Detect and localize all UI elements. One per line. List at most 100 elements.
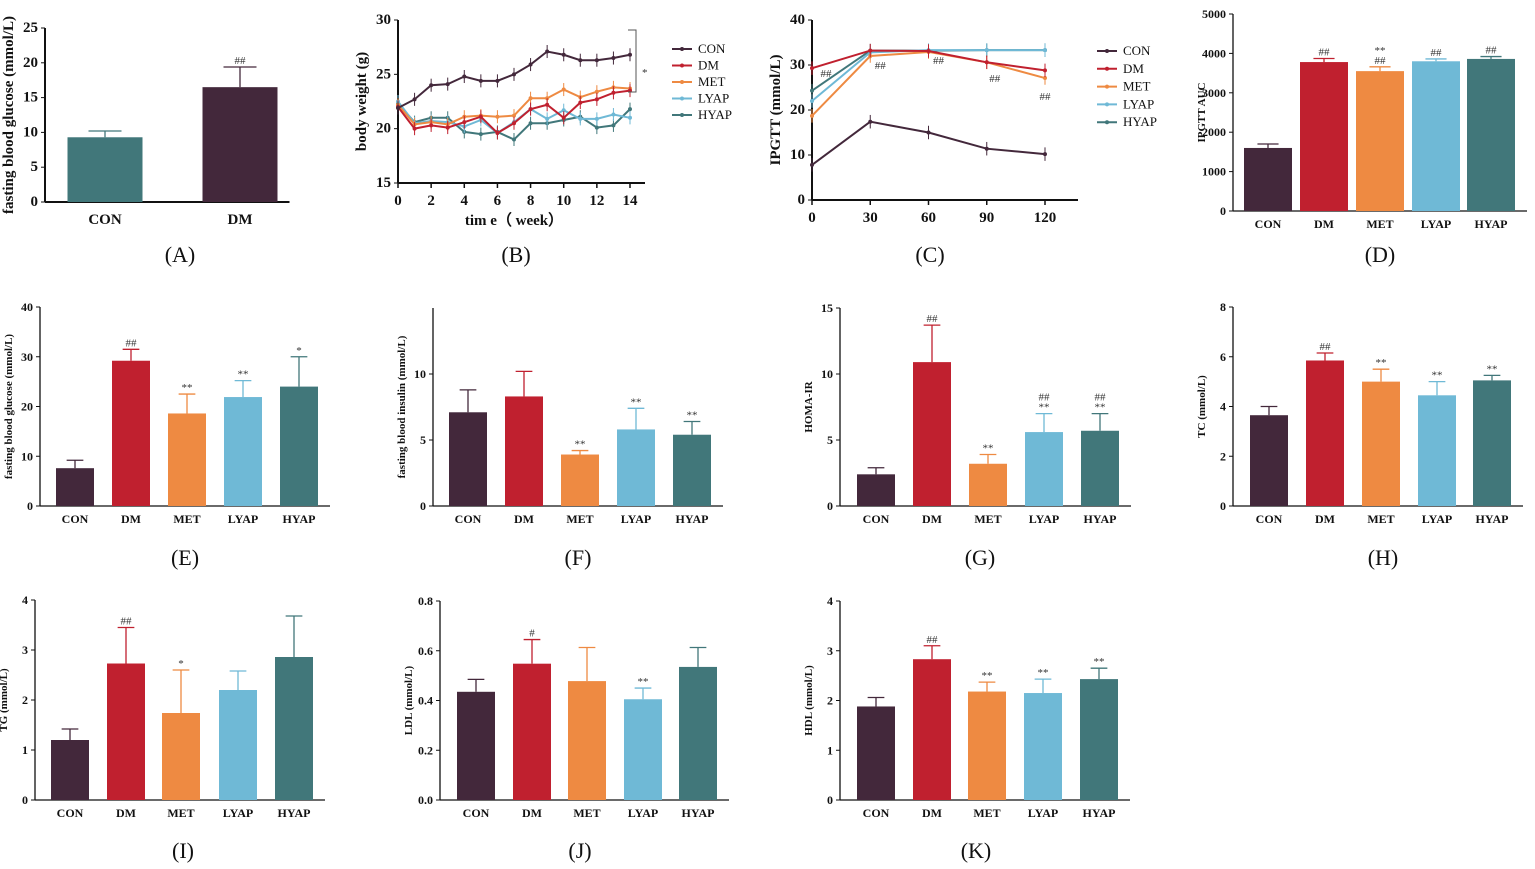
data-point	[594, 89, 599, 94]
significance-annotation: ##	[126, 337, 138, 349]
bar-hyap	[1080, 679, 1118, 800]
y-axis-label: fasting blood glucose (mmol/L)	[3, 334, 15, 479]
data-point	[495, 78, 500, 83]
x-tick-label: CON	[57, 806, 84, 820]
data-point	[412, 126, 417, 131]
data-point	[926, 49, 931, 54]
x-tick-label: LYAP	[621, 512, 651, 526]
significance-annotation: ##	[927, 313, 939, 325]
y-tick-label: 2000	[1202, 125, 1226, 139]
bar-met	[968, 691, 1006, 800]
significance-annotation: ##	[1095, 392, 1107, 404]
bar-dm	[913, 362, 951, 506]
legend-marker	[680, 63, 684, 68]
data-point	[984, 48, 989, 53]
panel-h: 0 2 4 6 8 TC (mmol/L) (H) CON DM ## MET ** LYAP ** HYA…	[1196, 300, 1523, 570]
data-point	[512, 72, 516, 77]
y-tick-label: 15	[376, 175, 391, 191]
significance-annotation: **	[1487, 363, 1498, 375]
panel-b: 15 20 25 30 body weight (g) (B) 0 2 4 6 8 10 12 14 tim…	[354, 12, 732, 267]
significance-annotation: **	[1094, 656, 1105, 668]
significance-annotation: ##	[933, 55, 945, 67]
y-tick-label: 20	[23, 55, 38, 71]
legend-label: LYAP	[698, 91, 729, 106]
data-point	[611, 90, 616, 95]
y-tick-label: 3000	[1202, 86, 1226, 100]
data-point	[495, 114, 500, 119]
y-tick-label: 10	[414, 367, 426, 381]
data-point	[984, 146, 989, 151]
legend-marker	[1105, 102, 1109, 107]
significance-annotation: *	[296, 345, 302, 357]
y-tick-label: 8	[1220, 300, 1226, 314]
y-tick-label: 30	[21, 350, 33, 364]
y-axis-label: IPGTT AUC	[1196, 82, 1208, 142]
significance-annotation: **	[238, 369, 249, 381]
bar-dm	[505, 396, 543, 506]
x-tick-label: CON	[1256, 512, 1283, 526]
significance-annotation: ##	[821, 68, 833, 80]
panel-j: 0.0 0.2 0.4 0.6 0.8 LDL (mmol/L) (J) CON DM # MET L…	[403, 594, 729, 863]
y-tick-label: 0.2	[418, 743, 433, 757]
x-tick-label: CON	[455, 512, 482, 526]
y-tick-label: 0	[827, 793, 833, 807]
x-tick-label: DM	[228, 212, 253, 228]
x-tick-label: CON	[463, 806, 490, 820]
y-tick-label: 10	[790, 147, 805, 163]
panel-label: (E)	[171, 545, 199, 570]
y-tick-label: 0	[27, 499, 33, 513]
data-point	[611, 56, 616, 61]
bar-dm	[112, 360, 150, 506]
x-tick-label: 30	[863, 210, 878, 226]
data-point	[810, 88, 814, 93]
bar-met	[969, 463, 1007, 506]
significance-annotation: **	[1095, 402, 1106, 414]
bar-con	[449, 412, 487, 506]
bar-con	[857, 706, 895, 800]
x-tick-label: 6	[494, 193, 502, 209]
x-tick-label: MET	[566, 512, 593, 526]
data-point	[628, 107, 632, 112]
data-point	[868, 48, 873, 53]
y-tick-label: 25	[23, 20, 38, 36]
y-axis-label: HOMA-IR	[803, 380, 815, 432]
legend-label: CON	[1123, 43, 1151, 58]
y-tick-label: 20	[376, 121, 391, 137]
panel-label: (K)	[961, 838, 992, 863]
x-tick-label: MET	[1367, 512, 1394, 526]
x-tick-label: DM	[1314, 217, 1334, 231]
panel-k: 0 1 2 3 4 HDL (mmol/L) (K) CON DM ## MET ** LYAP ** HY…	[803, 594, 1130, 863]
data-point	[478, 78, 483, 83]
data-point	[545, 49, 550, 54]
significance-annotation: ##	[1040, 91, 1052, 103]
panel-label: (D)	[1365, 242, 1396, 267]
data-point	[429, 123, 434, 128]
significance-annotation: ##	[121, 616, 133, 628]
x-tick-label: LYAP	[223, 806, 253, 820]
y-tick-label: 10	[23, 124, 38, 140]
y-axis-label: fasting blood insulin (mmol/L)	[396, 335, 408, 478]
x-tick-label: DM	[922, 512, 942, 526]
data-point	[628, 115, 632, 120]
bar-dm	[1300, 62, 1348, 212]
bar-con	[51, 740, 89, 800]
y-tick-label: 5000	[1202, 7, 1226, 21]
significance-annotation: ##	[235, 55, 247, 67]
data-point	[495, 131, 500, 136]
x-tick-label: LYAP	[1029, 512, 1059, 526]
data-point	[1043, 68, 1047, 73]
significance-annotation: **	[1432, 370, 1443, 382]
x-tick-label: CON	[1255, 217, 1282, 231]
x-tick-label: DM	[1315, 512, 1335, 526]
y-axis-label: TG (mmol/L)	[0, 668, 10, 732]
bar-met	[568, 681, 606, 800]
panel-label: (B)	[501, 242, 530, 267]
x-tick-label: LYAP	[228, 512, 258, 526]
bar-met	[1356, 71, 1404, 211]
legend-label: DM	[1123, 61, 1144, 76]
data-point	[926, 130, 931, 135]
significance-annotation: *	[642, 67, 648, 79]
x-tick-label: 10	[556, 193, 571, 209]
